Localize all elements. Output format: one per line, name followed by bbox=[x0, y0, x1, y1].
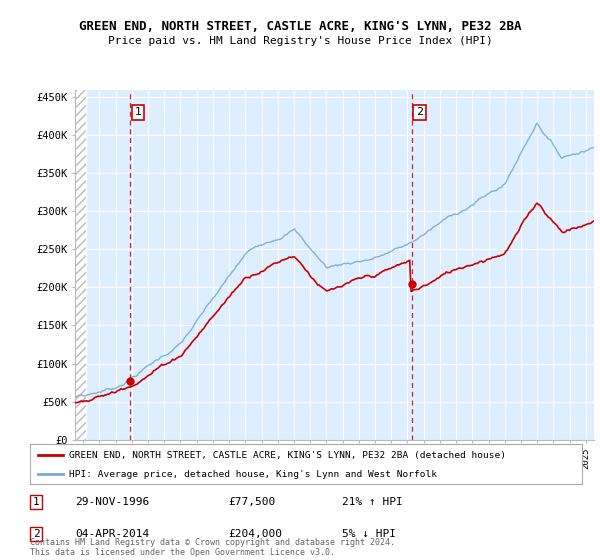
Text: GREEN END, NORTH STREET, CASTLE ACRE, KING'S LYNN, PE32 2BA (detached house): GREEN END, NORTH STREET, CASTLE ACRE, KI… bbox=[68, 451, 506, 460]
Text: GREEN END, NORTH STREET, CASTLE ACRE, KING'S LYNN, PE32 2BA: GREEN END, NORTH STREET, CASTLE ACRE, KI… bbox=[79, 20, 521, 32]
Text: £204,000: £204,000 bbox=[228, 529, 282, 539]
Text: 21% ↑ HPI: 21% ↑ HPI bbox=[342, 497, 403, 507]
Bar bbox=[75, 90, 86, 440]
Text: Price paid vs. HM Land Registry's House Price Index (HPI): Price paid vs. HM Land Registry's House … bbox=[107, 36, 493, 46]
Text: Contains HM Land Registry data © Crown copyright and database right 2024.
This d: Contains HM Land Registry data © Crown c… bbox=[30, 538, 395, 557]
Text: 1: 1 bbox=[134, 108, 142, 118]
Text: 04-APR-2014: 04-APR-2014 bbox=[75, 529, 149, 539]
Text: 1: 1 bbox=[32, 497, 40, 507]
Text: £77,500: £77,500 bbox=[228, 497, 275, 507]
Text: 5% ↓ HPI: 5% ↓ HPI bbox=[342, 529, 396, 539]
Text: 2: 2 bbox=[416, 108, 423, 118]
Text: 2: 2 bbox=[32, 529, 40, 539]
Text: 29-NOV-1996: 29-NOV-1996 bbox=[75, 497, 149, 507]
Text: HPI: Average price, detached house, King's Lynn and West Norfolk: HPI: Average price, detached house, King… bbox=[68, 470, 437, 479]
Bar bbox=[75, 90, 86, 440]
